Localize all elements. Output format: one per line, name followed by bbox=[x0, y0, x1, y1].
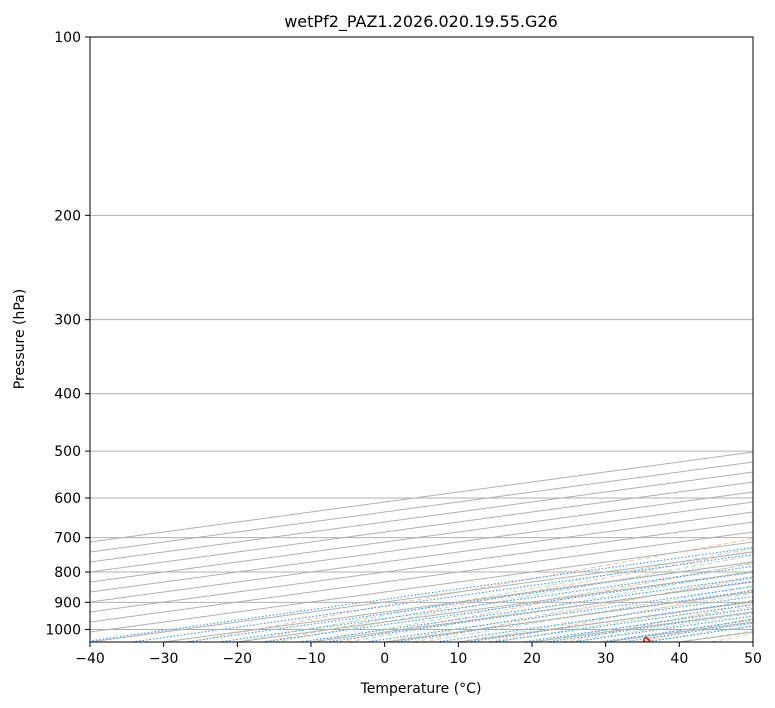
isobar-gridlines bbox=[90, 37, 753, 630]
x-tick-label: −10 bbox=[296, 651, 326, 667]
isotherm-line bbox=[90, 471, 753, 563]
mixing-ratio-line bbox=[90, 547, 753, 642]
plot-area: -100-90-80-70-60-50-40-30-20-10010203040… bbox=[90, 37, 753, 654]
dry-adiabat bbox=[487, 589, 753, 642]
x-tick-label: 10 bbox=[449, 651, 467, 667]
isotherm-line bbox=[90, 451, 753, 543]
x-tick-label: 30 bbox=[597, 651, 615, 667]
moist-adiabat bbox=[347, 569, 753, 642]
y-tick-label: 400 bbox=[54, 387, 81, 403]
y-tick-label: 800 bbox=[54, 565, 81, 581]
isotherm-line bbox=[90, 511, 753, 603]
y-axis: 100 200 300 400 500 600 700 800 900 1000 bbox=[45, 30, 90, 638]
mixing-ratio-line bbox=[325, 580, 753, 642]
isotherm-line bbox=[90, 461, 753, 553]
y-tick-label: 900 bbox=[54, 595, 81, 611]
isotherm-line bbox=[90, 491, 753, 583]
y-tick-label: 200 bbox=[54, 208, 81, 224]
x-tick-label: −40 bbox=[75, 651, 105, 667]
x-tick-label: −20 bbox=[223, 651, 253, 667]
y-tick-label: 1000 bbox=[45, 622, 81, 638]
dry-adiabat bbox=[263, 550, 753, 642]
isotherm-line bbox=[90, 501, 753, 593]
moist-adiabat bbox=[495, 599, 753, 642]
mixing-ratio-line bbox=[131, 553, 753, 642]
isotherm-line bbox=[90, 531, 753, 623]
isotherm-line bbox=[90, 521, 753, 613]
moist-adiabat bbox=[421, 585, 753, 642]
y-tick-label: 300 bbox=[54, 313, 81, 329]
y-axis-title: Pressure (hPa) bbox=[12, 289, 28, 389]
moist-adiabats bbox=[237, 548, 753, 642]
x-tick-label: 0 bbox=[380, 651, 389, 667]
x-tick-label: 40 bbox=[670, 651, 688, 667]
isotherm-line bbox=[90, 481, 753, 573]
skewed-isotherms bbox=[90, 451, 753, 642]
x-tick-label: 20 bbox=[523, 651, 541, 667]
moist-adiabat bbox=[310, 562, 753, 642]
x-tick-label: 50 bbox=[744, 651, 762, 667]
moist-adiabat bbox=[274, 554, 753, 642]
y-tick-label: 500 bbox=[54, 444, 81, 460]
chart-title: wetPf2_PAZ1.2026.020.19.55.G26 bbox=[284, 12, 558, 32]
moist-adiabat bbox=[237, 548, 753, 642]
plot-frame bbox=[89, 36, 754, 643]
x-axis-title: Temperature (°C) bbox=[360, 681, 482, 697]
mixing-ratio-line bbox=[365, 586, 753, 642]
y-tick-label: 600 bbox=[54, 491, 81, 507]
y-tick-label: 100 bbox=[54, 30, 81, 46]
x-axis: −40 −30 −20 −10 0 10 20 30 40 50 bbox=[75, 642, 762, 667]
moist-adiabat bbox=[384, 577, 753, 642]
x-tick-label: −30 bbox=[149, 651, 179, 667]
y-tick-label: 700 bbox=[54, 531, 81, 547]
isotherm-label: 40 bbox=[634, 634, 654, 654]
